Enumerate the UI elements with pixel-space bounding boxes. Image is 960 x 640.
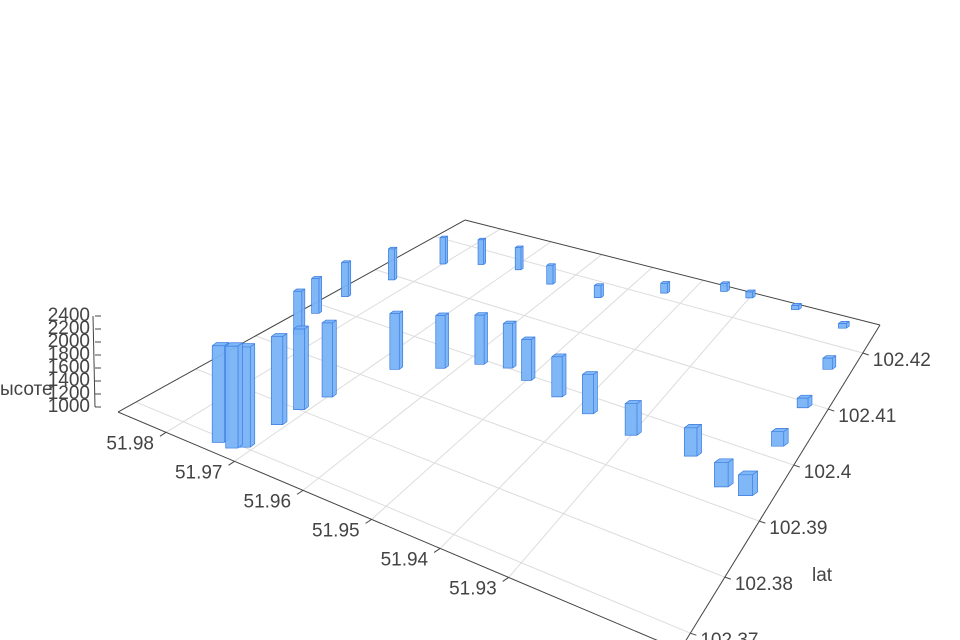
y-axis-title: lat xyxy=(812,565,833,586)
axis-edge xyxy=(464,219,881,326)
z-axis-title: ысоте xyxy=(0,379,53,400)
bar xyxy=(439,235,448,265)
z-axis xyxy=(92,315,96,408)
bar xyxy=(660,281,671,294)
bar xyxy=(225,342,243,449)
bar xyxy=(796,394,813,409)
x-tick xyxy=(296,489,304,495)
y-tick-label: 102.37 xyxy=(700,630,758,640)
y-tick xyxy=(862,352,869,356)
x-tick-label: 51.97 xyxy=(175,462,223,483)
bar xyxy=(293,325,309,410)
x-tick-label: 51.96 xyxy=(244,491,292,512)
z-tick-label: 1200 xyxy=(48,383,90,404)
bar xyxy=(211,342,230,443)
y-tick xyxy=(724,576,731,580)
z-tick-label: 1600 xyxy=(48,357,90,378)
bar xyxy=(551,353,567,398)
axis-edge xyxy=(685,324,881,640)
bar xyxy=(388,246,398,281)
bar xyxy=(502,320,517,369)
bar xyxy=(474,312,488,365)
bar xyxy=(435,312,449,369)
z-tick-label: 1000 xyxy=(48,396,90,417)
x-tick xyxy=(365,518,372,524)
bar xyxy=(581,371,598,415)
y-tick-label: 102.38 xyxy=(735,574,793,595)
y-tick-label: 102.4 xyxy=(804,462,852,483)
x-tick xyxy=(159,431,167,437)
grid-line xyxy=(439,279,704,549)
bar xyxy=(521,336,536,381)
z-tick-label: 2000 xyxy=(48,331,90,352)
grid-line xyxy=(371,267,653,520)
grid-line xyxy=(302,254,602,491)
x-tick-label: 51.95 xyxy=(312,520,360,541)
bar xyxy=(771,428,789,447)
bar xyxy=(341,260,352,297)
y-tick-label: 102.39 xyxy=(769,518,827,539)
axis-edge xyxy=(117,411,658,640)
bar xyxy=(477,237,487,265)
grid-line xyxy=(434,236,863,354)
bar xyxy=(389,310,404,370)
bar xyxy=(745,289,756,299)
bar xyxy=(624,400,642,436)
y-tick xyxy=(690,632,697,636)
bar xyxy=(514,245,524,271)
bar xyxy=(546,263,556,285)
x-tick-label: 51.93 xyxy=(449,578,497,599)
y-tick xyxy=(759,520,766,524)
bar xyxy=(738,470,758,496)
z-tick-label: 2200 xyxy=(48,318,90,339)
grid-line xyxy=(375,269,829,410)
x-tick xyxy=(228,460,235,466)
bar xyxy=(683,424,702,457)
bar xyxy=(311,276,322,314)
grid-line xyxy=(255,335,760,522)
bar xyxy=(791,303,802,311)
bar xyxy=(822,355,837,370)
bar xyxy=(593,283,604,298)
z-tick-label: 1800 xyxy=(48,344,90,365)
x-tick xyxy=(433,547,441,553)
bar xyxy=(720,281,730,292)
bar xyxy=(714,458,734,488)
axis-edge xyxy=(117,219,466,413)
bar xyxy=(270,333,288,425)
x-tick-label: 51.94 xyxy=(381,549,429,570)
y-tick xyxy=(828,408,835,412)
bar xyxy=(293,288,306,335)
y-tick-label: 102.41 xyxy=(838,406,896,427)
x-tick xyxy=(502,577,509,582)
bar xyxy=(321,319,337,398)
z-tick-label: 1400 xyxy=(48,370,90,391)
y-tick xyxy=(793,464,800,468)
x-tick-label: 51.98 xyxy=(106,433,154,454)
y-tick-label: 102.42 xyxy=(873,350,931,371)
bar xyxy=(838,320,850,329)
z-tick-label: 2400 xyxy=(48,305,90,326)
